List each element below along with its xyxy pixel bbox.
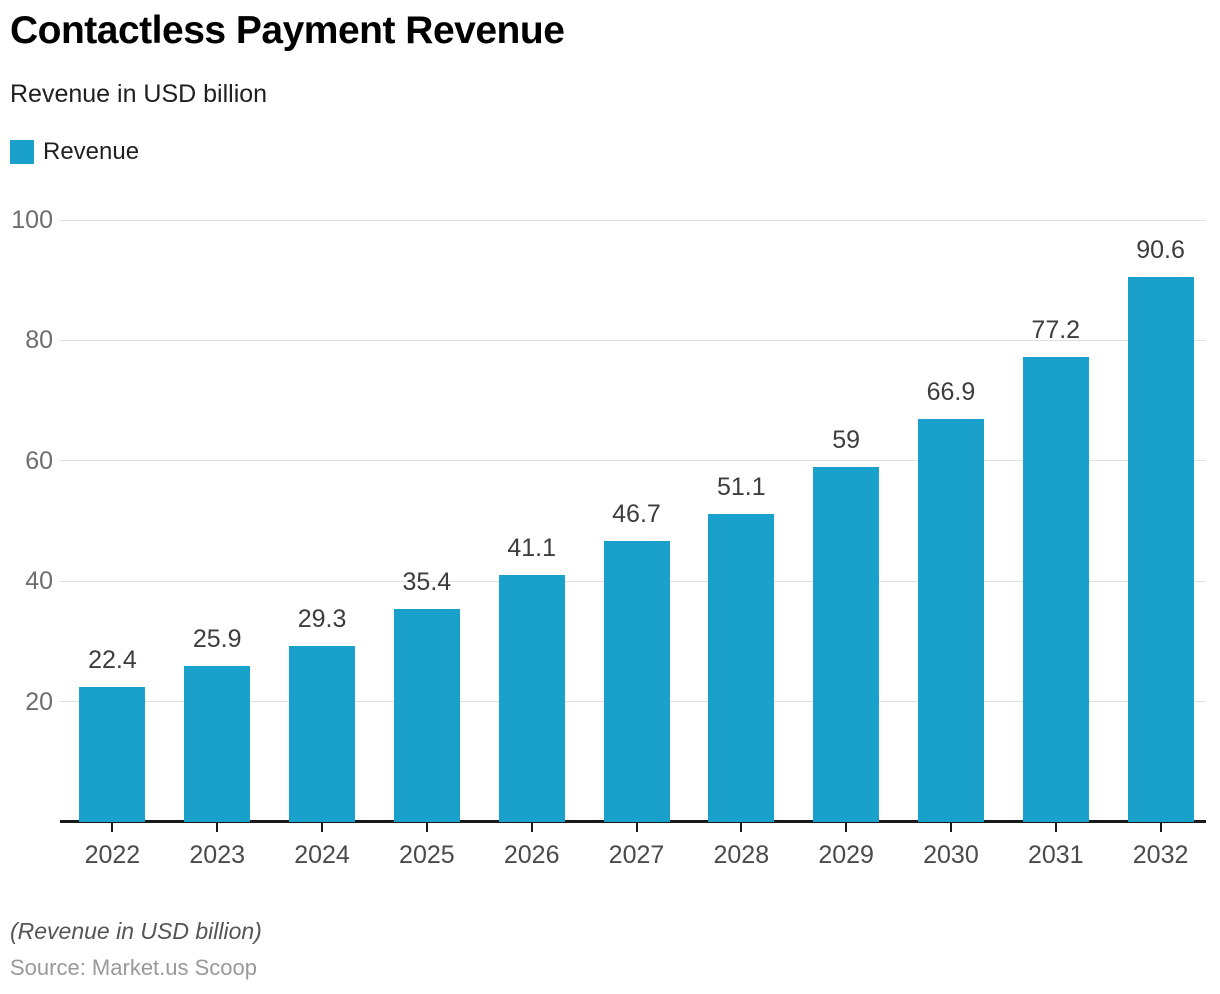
legend: Revenue [10,138,139,166]
bar-2032 [1127,276,1194,822]
y-axis-tick-label: 100 [11,206,53,234]
bar-2030 [917,419,984,822]
x-axis-label-2029: 2029 [818,841,874,869]
x-axis-label-2026: 2026 [503,841,560,869]
bar-2024 [289,645,356,822]
bar-value-label-2025: 35.4 [402,567,452,596]
x-axis-label-2030: 2030 [923,841,979,869]
x-axis-tick-2024 [321,823,324,832]
bar-2029 [813,466,880,822]
footer-source: Source: Market.us Scoop [10,955,258,980]
x-axis-tick-2023 [216,823,219,832]
bar-value-label-2028: 51.1 [716,473,766,502]
bar-value-label-2029: 59 [832,425,861,454]
gridline-80 [60,339,1206,341]
x-axis-label-2027: 2027 [608,841,665,869]
bar-value-label-2027: 46.7 [612,499,661,528]
bar-2025 [393,608,460,822]
x-axis-label-2028: 2028 [713,841,770,869]
x-axis-tick-2029 [845,823,848,832]
footer-note: (Revenue in USD billion) [10,918,262,944]
bar-value-label-2022: 22.4 [88,646,137,675]
x-axis-label-2022: 2022 [84,841,141,869]
x-axis-tick-2030 [949,823,952,832]
bar-2031 [1022,357,1089,822]
bar-2027 [603,540,670,822]
x-axis-label-2031: 2031 [1027,841,1084,869]
legend-label: Revenue [43,138,140,165]
legend-swatch-icon [10,140,34,164]
bar-2023 [184,666,251,822]
y-axis-tick-label: 60 [25,446,53,475]
x-axis-tick-2026 [530,823,533,832]
bar-value-label-2024: 29.3 [297,604,347,633]
chart-title: Contactless Payment Revenue [10,9,565,52]
x-axis-tick-2025 [425,823,428,832]
bar-2026 [498,574,565,822]
x-axis-tick-2032 [1159,823,1162,832]
bar-value-label-2032: 90.6 [1136,235,1185,264]
x-axis-label-2023: 2023 [189,841,246,869]
x-axis-tick-2031 [1054,823,1057,832]
y-axis-tick-label: 20 [25,687,53,716]
x-axis-tick-2028 [740,823,743,832]
bar-value-label-2023: 25.9 [192,625,242,654]
bar-value-label-2026: 41.1 [507,533,556,562]
x-axis-tick-2027 [635,823,638,832]
x-axis-label-2032: 2032 [1132,841,1189,869]
x-axis-label-2025: 2025 [399,841,455,869]
chart-subtitle: Revenue in USD billion [10,80,268,108]
gridline-60 [60,460,1206,462]
bar-value-label-2031: 77.2 [1031,316,1081,345]
x-axis-label-2024: 2024 [294,841,350,869]
y-axis-tick-label: 80 [25,326,53,355]
gridline-100 [60,219,1206,221]
x-axis-tick-2022 [111,823,114,832]
y-axis-tick-label: 40 [25,567,53,596]
bar-2028 [708,514,775,822]
bar-value-label-2030: 66.9 [926,378,976,407]
bar-2022 [79,687,146,822]
